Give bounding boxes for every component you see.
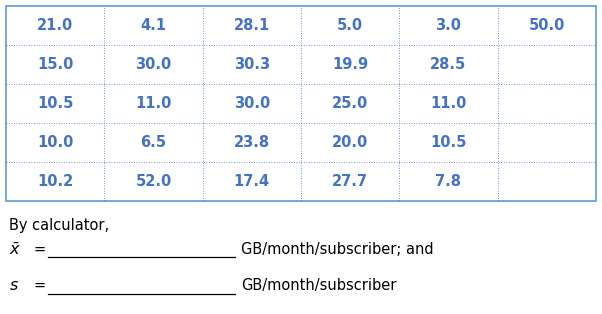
Text: 15.0: 15.0 — [37, 57, 73, 72]
Text: 5.0: 5.0 — [337, 18, 363, 33]
Text: 27.7: 27.7 — [332, 174, 368, 189]
Text: 10.0: 10.0 — [37, 135, 73, 150]
Text: 30.3: 30.3 — [234, 57, 270, 72]
Text: 11.0: 11.0 — [430, 96, 467, 111]
Text: 19.9: 19.9 — [332, 57, 368, 72]
Bar — [6, 6, 596, 201]
Text: 28.1: 28.1 — [234, 18, 270, 33]
Text: 30.0: 30.0 — [234, 96, 270, 111]
Text: 10.5: 10.5 — [430, 135, 467, 150]
Text: 50.0: 50.0 — [529, 18, 565, 33]
Text: =: = — [33, 242, 45, 257]
Text: 17.4: 17.4 — [234, 174, 270, 189]
Text: =: = — [33, 278, 45, 293]
Text: $s$: $s$ — [9, 278, 19, 293]
Text: 3.0: 3.0 — [435, 18, 462, 33]
Text: GB/month/subscriber: GB/month/subscriber — [241, 278, 396, 293]
Text: GB/month/subscriber; and: GB/month/subscriber; and — [241, 242, 433, 257]
Text: 11.0: 11.0 — [135, 96, 172, 111]
Text: 4.1: 4.1 — [140, 18, 167, 33]
Text: 10.2: 10.2 — [37, 174, 73, 189]
Text: By calculator,: By calculator, — [9, 218, 109, 233]
Text: 23.8: 23.8 — [234, 135, 270, 150]
Text: 25.0: 25.0 — [332, 96, 368, 111]
Text: 52.0: 52.0 — [135, 174, 172, 189]
Text: 20.0: 20.0 — [332, 135, 368, 150]
Text: 6.5: 6.5 — [140, 135, 167, 150]
Text: $\bar{x}$: $\bar{x}$ — [9, 241, 21, 258]
Text: 30.0: 30.0 — [135, 57, 172, 72]
Text: 28.5: 28.5 — [430, 57, 467, 72]
Text: 10.5: 10.5 — [37, 96, 73, 111]
Text: 21.0: 21.0 — [37, 18, 73, 33]
Text: 7.8: 7.8 — [435, 174, 462, 189]
